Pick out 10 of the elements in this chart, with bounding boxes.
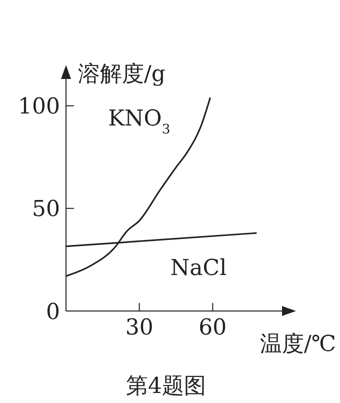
y-axis-title: 溶解度/g [78,62,166,87]
x-axis-title: 温度/℃ [260,332,336,357]
series-label: NaCl [170,256,227,282]
x-tick-label: 30 [125,316,154,341]
y-tick-label: 0 [46,300,60,325]
x-tick-label: 60 [198,316,227,341]
series-label: KNO$_{3}$ [108,106,170,138]
y-tick-label: 100 [18,94,60,120]
text: 第4题图 [126,374,206,399]
y-tick-label: 50 [32,197,60,222]
